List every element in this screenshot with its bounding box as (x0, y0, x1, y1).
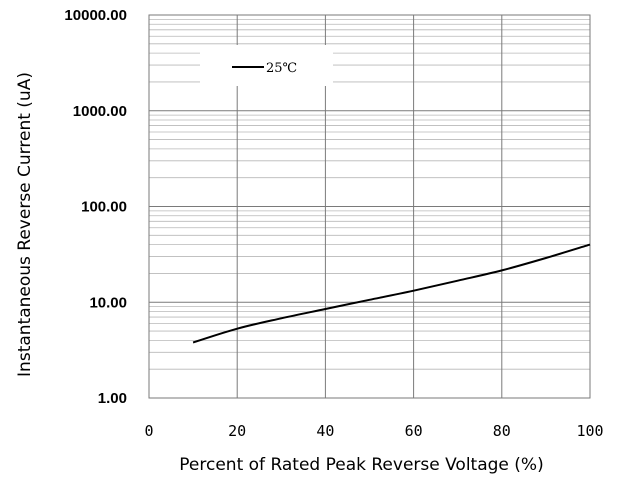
x-tick-label: 40 (316, 422, 334, 440)
y-tick-label: 100.00 (81, 199, 127, 216)
x-axis-label: Percent of Rated Peak Reverse Voltage (%… (179, 455, 543, 475)
y-tick-label: 10000.00 (64, 7, 127, 24)
series-line-0 (192, 243, 591, 344)
y-tick-label: 1000.00 (73, 103, 127, 120)
y-tick-label: 10.00 (89, 294, 127, 311)
labels: 1.00 10.00 100.00 1000.00 10000.00 0 20 40 60 80 1… (15, 7, 604, 475)
x-tick-label: 20 (228, 422, 246, 440)
series-layer (192, 243, 591, 344)
legend-label: 25℃ (266, 61, 297, 76)
plot-frame (148, 14, 591, 399)
x-tick-label: 0 (144, 422, 153, 440)
y-tick-label: 1.00 (98, 390, 127, 407)
x-tick-label: 80 (493, 422, 511, 440)
axes (148, 14, 591, 399)
y-axis-label: Instantaneous Reverse Current (uA) (15, 72, 35, 377)
x-tick-label: 100 (576, 422, 603, 440)
legend-box (200, 45, 333, 86)
x-tick-label: 60 (405, 422, 423, 440)
legend: 25℃ (200, 45, 333, 86)
